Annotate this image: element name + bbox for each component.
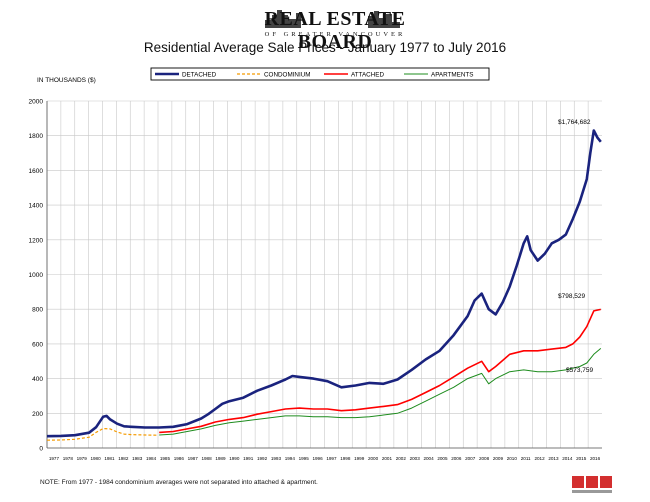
y-tick-label: 600: [32, 341, 43, 348]
x-tick-label: 1987: [188, 456, 199, 461]
annotations: $1,764,682 $798,529 $573,759: [558, 119, 593, 374]
y-tick-label: 1600: [29, 168, 44, 175]
legend-box: [150, 67, 490, 81]
y-tick-label: 800: [32, 307, 43, 314]
x-tick-label: 2005: [437, 456, 448, 461]
x-tick-label: 2015: [576, 456, 587, 461]
logo-sub-text: OF GREATER VANCOUVER: [264, 31, 406, 38]
x-tick-label: 2016: [590, 456, 601, 461]
mls-logo-icon: [572, 476, 612, 493]
y-tick-label: 1000: [29, 272, 44, 279]
x-tick-label: 1989: [215, 456, 226, 461]
logo-main-text: REAL ESTATE BOARD: [264, 8, 406, 53]
x-tick-label: 1982: [118, 456, 129, 461]
x-tick-label: 2007: [465, 456, 476, 461]
x-tick-label: 1998: [340, 456, 351, 461]
x-tick-label: 1977: [49, 456, 60, 461]
x-tick-label: 2010: [507, 456, 518, 461]
x-tick-label: 1996: [312, 456, 323, 461]
y-tick-label: 1800: [29, 133, 44, 140]
x-tick-label: 2014: [562, 456, 573, 461]
x-tick-label: 2012: [534, 456, 545, 461]
chart-title: Residential Average Sale Prices - Januar…: [143, 40, 507, 55]
y-axis-label: IN THOUSANDS ($): [37, 77, 96, 84]
x-tick-label: 1986: [174, 456, 185, 461]
value-annotation: $798,529: [558, 293, 585, 300]
x-tick-label: 2002: [396, 456, 407, 461]
y-axis-ticks: 0 200 400 600 800 1000 1200 1400 1600 1800 2000: [29, 99, 44, 453]
x-tick-label: 1995: [299, 456, 310, 461]
legend-label: ATTACHED: [351, 72, 384, 79]
series-lines: [46, 129, 602, 441]
series-line-apartments: [159, 348, 602, 436]
x-tick-label: 1992: [257, 456, 268, 461]
series-line-detached: [46, 129, 602, 438]
x-tick-label: 2013: [548, 456, 559, 461]
y-tick-label: 2000: [29, 99, 44, 106]
x-tick-label: 2003: [410, 456, 421, 461]
legend-label: DETACHED: [182, 72, 217, 79]
x-tick-label: 2011: [521, 456, 531, 461]
footnote: NOTE: From 1977 - 1984 condominium avera…: [40, 479, 318, 486]
x-tick-label: 2009: [493, 456, 504, 461]
y-tick-label: 1200: [29, 237, 44, 244]
x-tick-label: 1984: [146, 456, 157, 461]
legend-label: CONDOMINIUM: [264, 72, 311, 79]
x-tick-label: 1980: [90, 456, 101, 461]
series-line-attached: [159, 308, 601, 434]
y-tick-label: 200: [32, 411, 43, 418]
axes: [46, 101, 602, 449]
x-tick-label: 1981: [104, 456, 115, 461]
x-tick-label: 2001: [382, 456, 393, 461]
x-tick-label: 1988: [201, 456, 212, 461]
skyline-icon: [265, 10, 400, 28]
series-line-condominium: [46, 428, 158, 441]
x-tick-label: 1994: [285, 456, 296, 461]
y-tick-label: 1400: [29, 203, 44, 210]
x-tick-label: 1997: [326, 456, 337, 461]
legend-label: APARTMENTS: [431, 72, 473, 79]
y-tick-label: 400: [32, 376, 43, 383]
real-estate-board-logo: REAL ESTATE BOARD OF GREATER VANCOUVER: [240, 6, 430, 53]
x-tick-label: 1999: [354, 456, 365, 461]
x-tick-label: 2008: [479, 456, 490, 461]
x-tick-label: 1993: [271, 456, 282, 461]
value-annotation: $573,759: [566, 367, 593, 374]
x-axis-ticks: 1977 1978 1979 1980 1981 1982 1983 1984 1985 1986…: [49, 456, 601, 461]
x-tick-label: 1985: [160, 456, 171, 461]
x-tick-label: 2006: [451, 456, 462, 461]
x-tick-label: 1990: [229, 456, 240, 461]
x-tick-label: 1978: [63, 456, 74, 461]
line-chart: 0 200 400 600 800 1000 1200 1400 1600 1800 2000 19…: [29, 67, 602, 461]
legend: DETACHED CONDOMINIUM ATTACHED APARTMENTS: [150, 67, 490, 81]
x-tick-label: 1983: [132, 456, 143, 461]
y-tick-label: 0: [39, 446, 43, 453]
grid: [46, 100, 602, 449]
value-annotation: $1,764,682: [558, 119, 591, 126]
x-tick-label: 1991: [243, 456, 254, 461]
x-tick-label: 1979: [77, 456, 88, 461]
x-tick-label: 2004: [423, 456, 434, 461]
x-tick-label: 2000: [368, 456, 379, 461]
